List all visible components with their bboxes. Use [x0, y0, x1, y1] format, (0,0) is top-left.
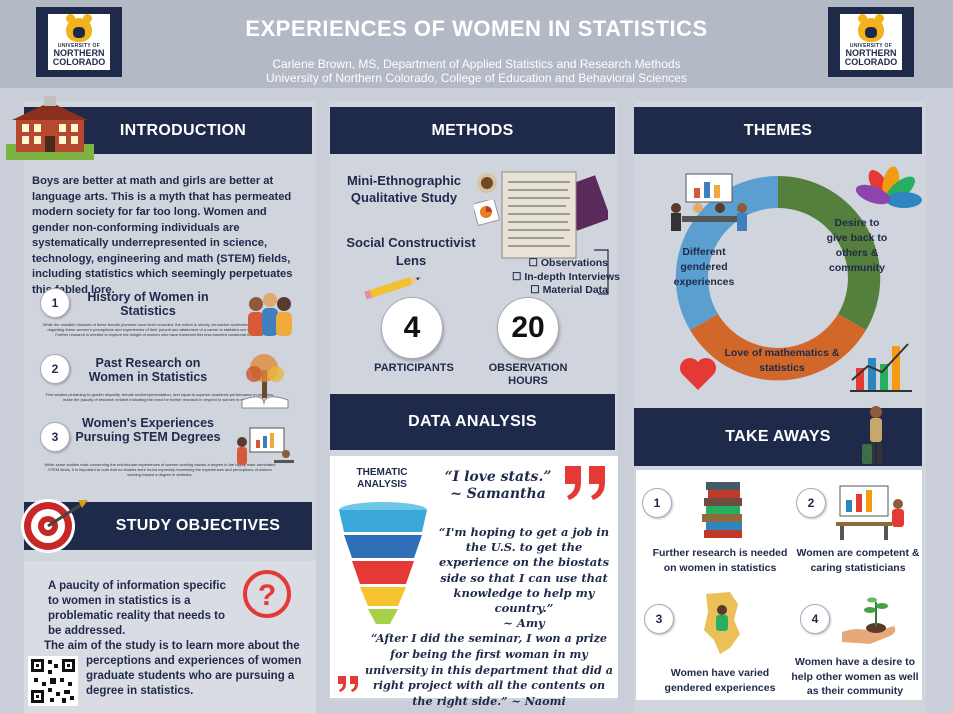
- quote-2-author: ~ Amy: [503, 616, 545, 631]
- intro-item-3-text: While some studies exist concerning the …: [44, 462, 276, 477]
- heart-icon: [680, 358, 716, 390]
- bear-icon: [66, 13, 92, 42]
- poster-header: UNIVERSITY OF NORTHERN COLORADO EXPERIEN…: [0, 0, 953, 88]
- data-sources-list: ☐ Observations ☐ In-depth Interviews ☐ M…: [492, 257, 620, 298]
- theme-segment-community: [778, 175, 881, 330]
- quote-2: “I'm hoping to get a job in the U.S. to …: [432, 525, 616, 631]
- question-mark-icon: ?: [243, 570, 291, 618]
- bar-chart-icon: [850, 343, 912, 392]
- target-icon: [21, 499, 88, 553]
- raised-hands-icon: [855, 166, 922, 208]
- hours-value: 20: [497, 297, 559, 359]
- themes-donut: [675, 175, 881, 381]
- school-building-icon: [6, 96, 94, 160]
- quote-2-text: “I'm hoping to get a job in the U.S. to …: [438, 525, 610, 616]
- intro-item-1-title: History of Women in Statistics: [87, 290, 209, 318]
- data-source-label: Observations: [540, 257, 608, 269]
- takeaway-text-3: Women have varied gendered experiences: [664, 667, 776, 694]
- quote-mark-small-icon: [338, 676, 358, 692]
- intro-number-3: 3: [40, 422, 70, 452]
- study-type: Mini-Ethnographic Qualitative Study: [346, 173, 462, 205]
- author-line: Carlene Brown, MS, Department of Applied…: [272, 57, 681, 71]
- objectives-paragraph-1: A paucity of information specific to wom…: [48, 580, 226, 637]
- themes-heading: THEMES: [634, 107, 922, 154]
- unc-logo-right: UNIVERSITY OF NORTHERN COLORADO: [828, 7, 914, 77]
- quote-3: “After I did the seminar, I won a prize …: [364, 631, 614, 709]
- checkbox-icon: ☐: [528, 257, 541, 269]
- book-tree-icon: [241, 354, 289, 409]
- data-source-label: In-depth Interviews: [524, 270, 620, 283]
- methods-heading: METHODS: [330, 107, 615, 154]
- svg-text:?: ?: [258, 579, 276, 612]
- coffee-cup-icon: [477, 173, 497, 193]
- data-source-item: ☐ Observations: [492, 257, 608, 271]
- intro-number-2: 2: [40, 354, 70, 384]
- hours-label: OBSERVATION HOURS: [488, 362, 568, 387]
- introduction-paragraph: Boys are better at math and girls are be…: [32, 175, 293, 296]
- intro-item-2-title: Past Research on Women in Statistics: [88, 356, 208, 384]
- bracket-line: [594, 249, 609, 295]
- women-group-icon: [248, 293, 292, 336]
- theme-label-community: Desire to give back to others & communit…: [826, 217, 888, 274]
- poster-title: EXPERIENCES OF WOMEN IN STATISTICS: [245, 16, 708, 41]
- takeaway-number-2: 2: [796, 488, 826, 518]
- logo-line1: NORTHERN: [53, 47, 105, 58]
- logo-line2: COLORADO: [52, 56, 106, 67]
- woman-world-map-icon: [704, 592, 740, 654]
- meeting-people-icon: [671, 173, 747, 231]
- woman-with-luggage-icon: [862, 406, 882, 464]
- institution-line: University of Northern Colorado, College…: [266, 71, 687, 85]
- bear-icon: [858, 13, 884, 42]
- objectives-paragraph-2a: The aim of the study is to learn more ab…: [44, 640, 300, 652]
- logo-small-text: UNIVERSITY OF: [57, 42, 101, 49]
- intro-item-3-title: Women's Experiences Pursuing STEM Degree…: [75, 416, 221, 444]
- woman-presenting-icon: [237, 427, 294, 465]
- theme-segment-gendered: [675, 175, 778, 330]
- logo-small-text: UNIVERSITY OF: [849, 42, 893, 49]
- participants-value: 4: [381, 297, 443, 359]
- takeaway-text-4: Women have a desire to help other women …: [791, 656, 919, 697]
- intro-item-1-text: While the valuable histories of these fe…: [42, 322, 278, 337]
- takeaway-text-2: Women are competent & caring statisticia…: [796, 547, 920, 574]
- quote-mark-icon: [565, 466, 605, 500]
- intro-item-2-text: Few studies pertaining to gender dispari…: [45, 392, 275, 402]
- thematic-analysis-label: THEMATIC ANALYSIS: [356, 467, 408, 490]
- checkbox-icon: ☐: [530, 284, 543, 296]
- quote-1-author: ~ Samantha: [450, 486, 546, 502]
- unc-logo-left: UNIVERSITY OF NORTHERN COLORADO: [36, 7, 122, 77]
- takeaway-text-1: Further research is needed on women in s…: [652, 547, 788, 574]
- theme-label-love-math: Love of mathematics & statistics: [724, 347, 840, 374]
- book-stack-icon: [702, 482, 742, 538]
- takeaway-number-1: 1: [642, 488, 672, 518]
- takeaway-number-4: 4: [800, 604, 830, 634]
- data-source-item: ☐ In-depth Interviews: [492, 271, 620, 285]
- objectives-paragraph-2b: perceptions and experiences of women gra…: [86, 655, 302, 697]
- theme-segment-love-math: [690, 314, 866, 381]
- funnel-icon: [339, 502, 427, 624]
- quote-1: “I love stats.” ~ Samantha: [436, 469, 560, 503]
- participants-label: PARTICIPANTS: [374, 362, 454, 374]
- notebook-papers-icon: [501, 171, 608, 259]
- quote-1-text: “I love stats.”: [444, 469, 552, 485]
- logo-line1: NORTHERN: [845, 47, 897, 58]
- data-analysis-heading: DATA ANALYSIS: [330, 394, 615, 450]
- logo-line2: COLORADO: [844, 56, 898, 67]
- data-source-label: Material Data: [542, 284, 608, 296]
- qr-code-icon[interactable]: [28, 656, 78, 706]
- statistician-desk-icon: [836, 485, 904, 540]
- lens-label: Social Constructivist Lens: [346, 235, 476, 268]
- data-source-item: ☐ Material Data: [492, 284, 608, 298]
- chart-paper-icon: [474, 200, 500, 226]
- takeaway-number-3: 3: [644, 604, 674, 634]
- hand-with-plant-icon: [842, 597, 896, 644]
- checkbox-icon: ☐: [511, 270, 525, 283]
- poster-subtitle: Carlene Brown, MS, Department of Applied…: [130, 57, 823, 85]
- intro-number-1: 1: [40, 288, 70, 318]
- pencil-icon: [364, 277, 421, 300]
- theme-label-gendered: Different gendered experiences: [673, 246, 735, 288]
